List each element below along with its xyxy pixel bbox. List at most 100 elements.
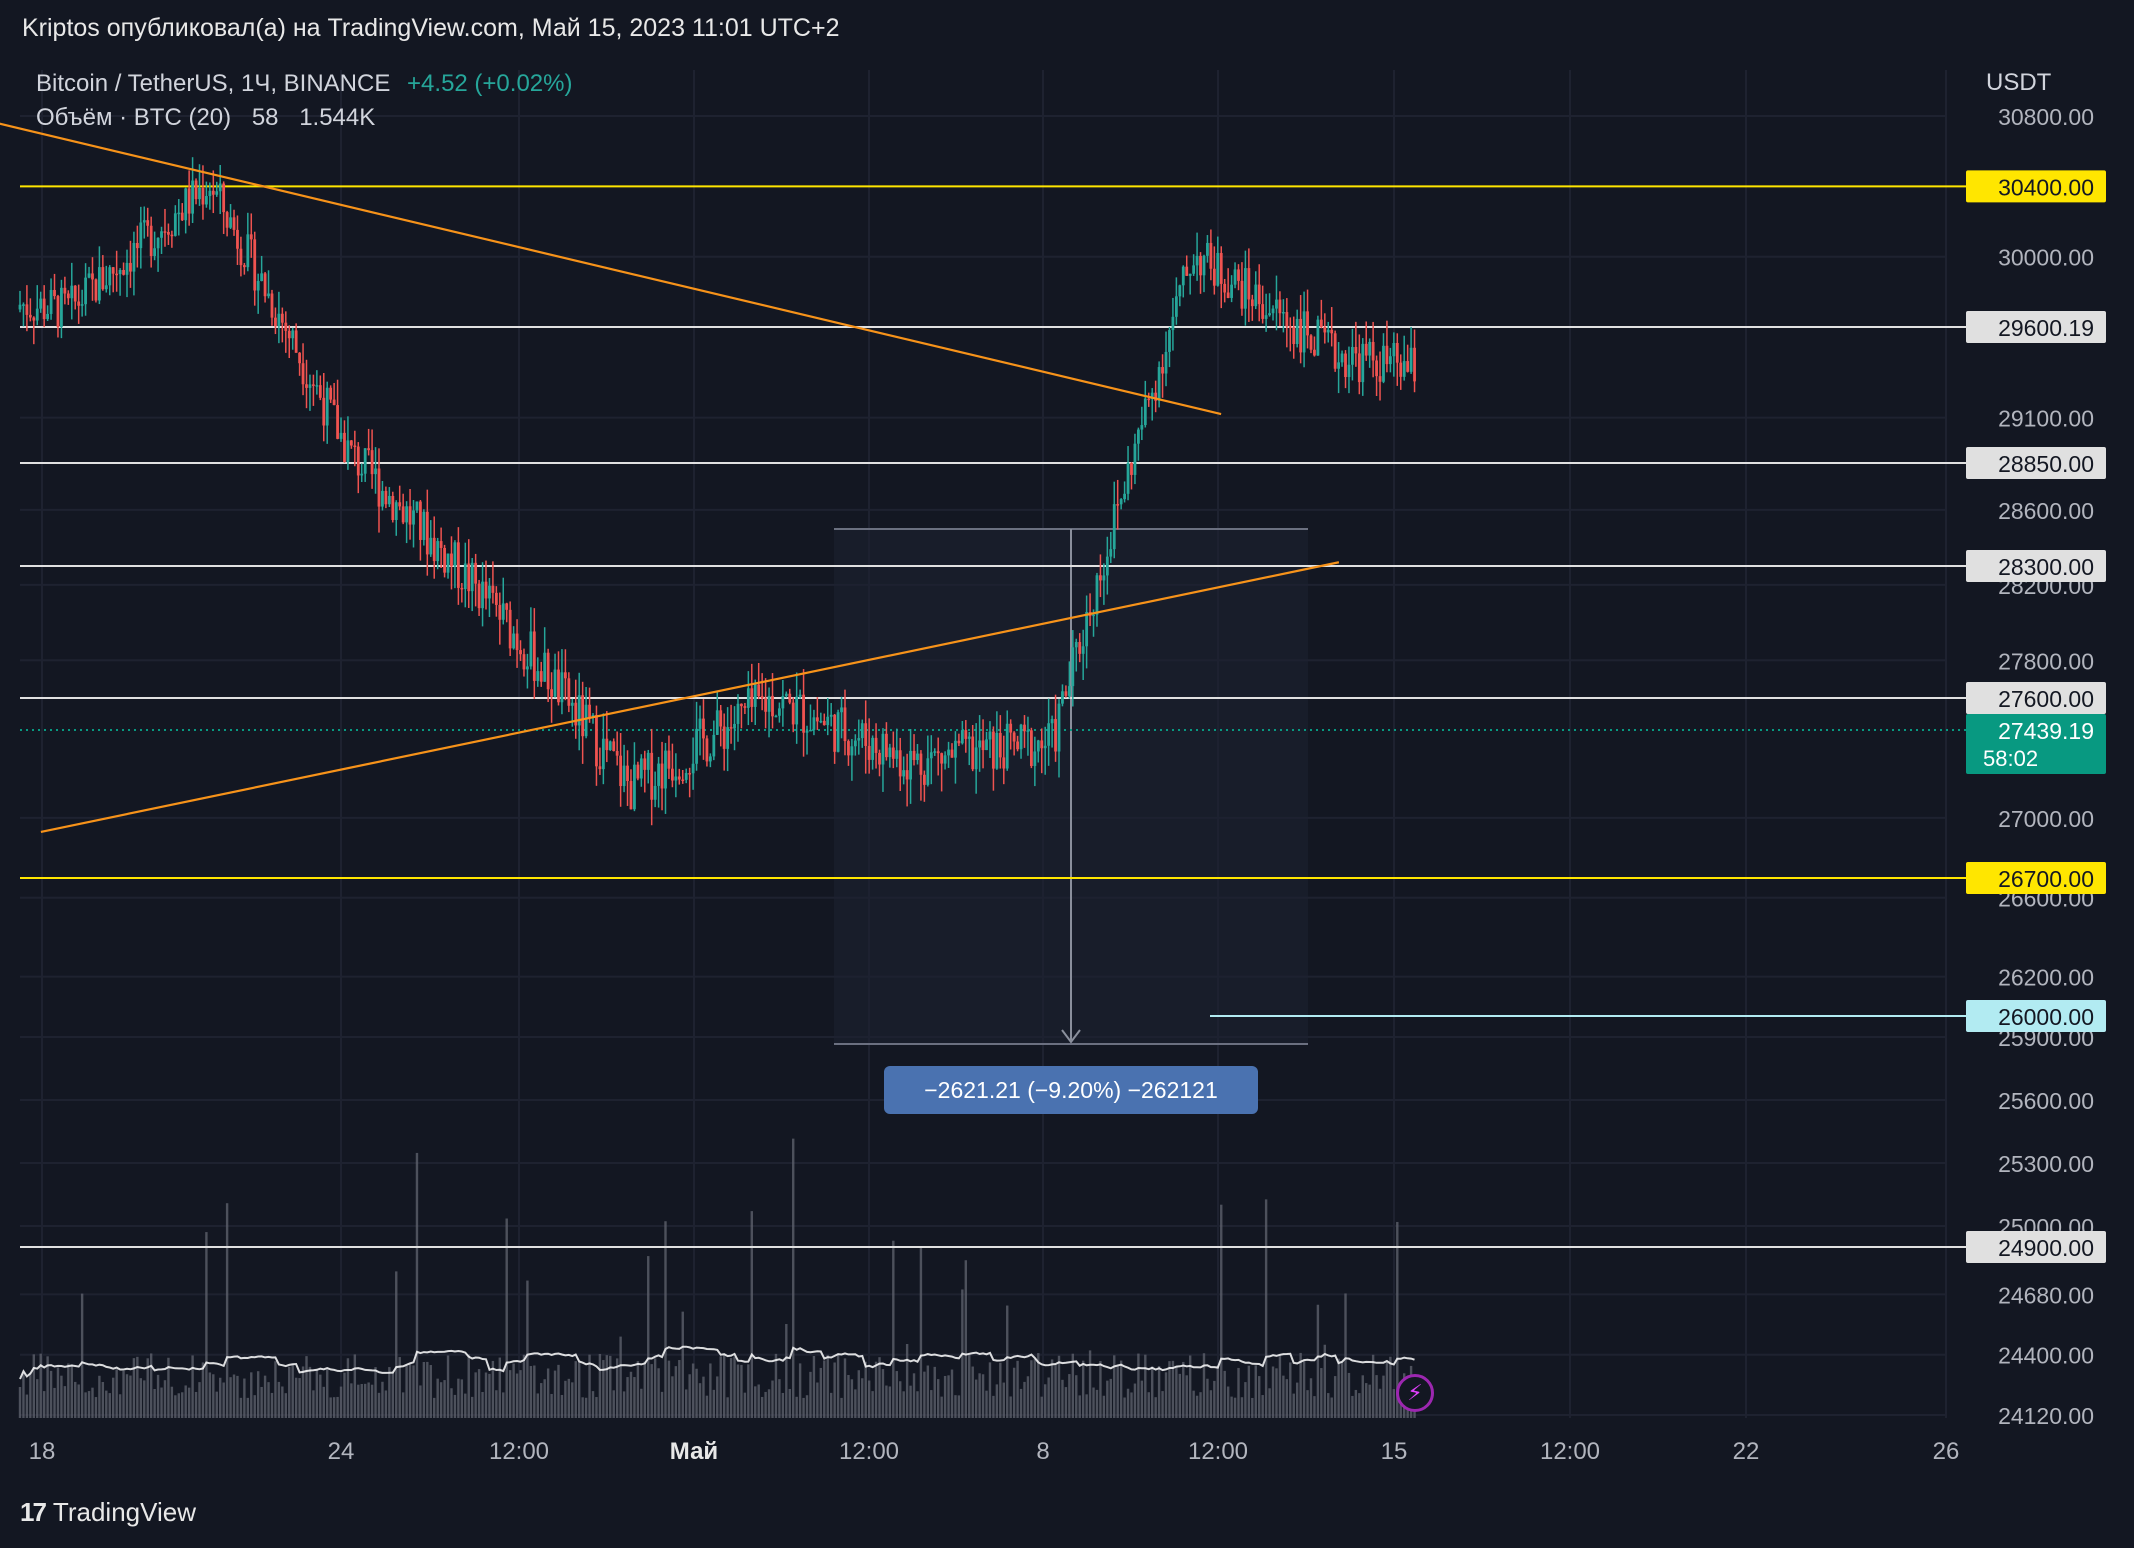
volume-bar xyxy=(74,1381,77,1418)
candle-body xyxy=(1036,740,1040,752)
volume-bar xyxy=(1278,1355,1282,1418)
candle-body xyxy=(743,706,747,708)
volume-bar xyxy=(229,1377,232,1418)
candle-body xyxy=(985,739,988,751)
candle-body xyxy=(1112,504,1116,550)
candle-body xyxy=(557,669,560,703)
candle-body xyxy=(225,212,229,228)
candle-body xyxy=(132,242,136,272)
time-axis: 18 24 12:00 Май 12:00 8 12:00 15 12:00 22 26 xyxy=(29,1438,1960,1465)
volume-bar xyxy=(1002,1382,1005,1418)
countdown-label: 58:02 xyxy=(1983,746,2038,771)
volume-bar xyxy=(129,1375,132,1418)
candle-body xyxy=(529,631,533,667)
level-badge xyxy=(1966,311,2106,343)
volume-bar xyxy=(84,1392,87,1418)
volume-bar xyxy=(1365,1383,1368,1418)
volume-bar xyxy=(712,1389,716,1418)
candle-body xyxy=(857,738,861,741)
candle-body xyxy=(1354,346,1358,354)
candle-body xyxy=(784,693,788,697)
volume-bar xyxy=(450,1388,453,1418)
volume-bar xyxy=(1012,1367,1016,1418)
candle-body xyxy=(836,712,840,752)
candle-body xyxy=(218,183,222,192)
volume-bar xyxy=(595,1397,598,1418)
volume-bar xyxy=(246,1397,250,1418)
volume-bar xyxy=(757,1384,760,1418)
volume-bar xyxy=(1126,1388,1130,1418)
candle-body xyxy=(56,296,60,328)
candle-body xyxy=(346,440,350,462)
candle-body xyxy=(198,187,201,200)
candle-body xyxy=(653,785,657,800)
volume-bar xyxy=(964,1260,968,1418)
volume-bar xyxy=(1295,1382,1299,1418)
level-badge-label: 30400.00 xyxy=(1998,174,2094,200)
volume-moving-average xyxy=(19,1345,1415,1380)
volume-bar xyxy=(685,1389,688,1418)
candle-body xyxy=(615,751,619,756)
volume-bar xyxy=(785,1324,788,1418)
symbol-legend[interactable]: Bitcoin / TetherUS, 1Ч, BINANCE +4.52 (+… xyxy=(36,70,572,98)
candle-body xyxy=(608,741,612,751)
candle-body xyxy=(1147,398,1151,401)
volume-bar xyxy=(253,1395,256,1418)
volume-bar xyxy=(1396,1221,1399,1418)
candle-body xyxy=(1316,319,1320,356)
candle-body xyxy=(964,730,968,739)
candle-body xyxy=(91,273,94,280)
volume-bar xyxy=(508,1370,512,1418)
volume-bar xyxy=(1333,1376,1337,1418)
volume-bar xyxy=(1299,1352,1302,1418)
candle-body xyxy=(343,432,346,462)
volume-bar xyxy=(1154,1397,1157,1418)
candle-body xyxy=(888,747,892,758)
measure-label: −2621.21 (−9.20%) −262121 xyxy=(884,1066,1258,1114)
candle-body xyxy=(156,237,160,249)
volume-bar xyxy=(1109,1378,1112,1418)
volume-bar xyxy=(453,1394,457,1418)
candle-body xyxy=(122,269,125,275)
volume-bar xyxy=(560,1394,564,1418)
volume-bar xyxy=(132,1358,136,1418)
candle-body xyxy=(708,756,712,762)
candle-body xyxy=(1340,353,1344,363)
volume-bar xyxy=(1195,1395,1199,1418)
candle-body xyxy=(1157,367,1161,401)
volume-bar xyxy=(1261,1395,1264,1418)
candle-body xyxy=(636,764,640,779)
volume-bar xyxy=(1016,1360,1019,1418)
volume-bar xyxy=(647,1256,650,1418)
level-badge xyxy=(1966,862,2106,894)
candle-body xyxy=(1261,304,1265,319)
candle-body xyxy=(550,689,553,697)
candle-body xyxy=(1026,730,1030,732)
candle-body xyxy=(1171,316,1175,331)
volume-legend[interactable]: Объём · BTC (20) 58 1.544K xyxy=(36,104,375,132)
candle-body xyxy=(401,506,405,523)
candlestick-series xyxy=(18,157,1416,826)
volume-bar xyxy=(419,1385,422,1418)
candle-body xyxy=(149,225,153,257)
lightning-icon[interactable]: ⚡ xyxy=(1396,1374,1434,1412)
y-tick-label: 30000.00 xyxy=(1998,245,2094,271)
candle-body xyxy=(539,671,543,682)
volume-bar xyxy=(716,1376,719,1418)
candle-body xyxy=(173,213,177,236)
candle-body xyxy=(153,248,157,257)
volume-bar xyxy=(1226,1386,1230,1418)
candle-body xyxy=(1050,719,1054,724)
volume-bar xyxy=(1075,1375,1078,1418)
volume-bar xyxy=(470,1396,474,1418)
candle-body xyxy=(1257,284,1261,305)
candle-body xyxy=(505,603,509,610)
candle-body xyxy=(87,273,91,278)
volume-bar xyxy=(56,1367,60,1418)
candle-body xyxy=(526,666,529,670)
candle-body xyxy=(1278,299,1282,314)
volume-bar xyxy=(633,1377,636,1418)
candle-body xyxy=(298,352,301,364)
tradingview-logo[interactable]: 17 TradingView xyxy=(20,1497,196,1528)
